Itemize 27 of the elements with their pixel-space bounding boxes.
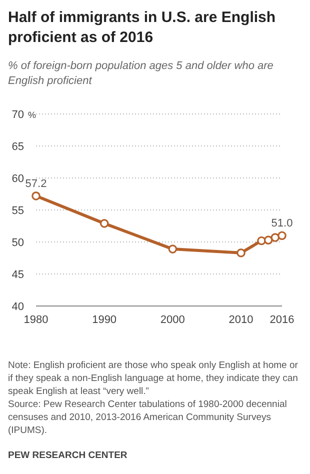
x-tick-label: 1990 [92, 314, 117, 326]
y-tick-label: 55 [12, 205, 24, 217]
point [236, 248, 246, 258]
point [270, 233, 280, 242]
point [168, 244, 178, 254]
data-label: 51.0 [271, 218, 293, 230]
chart-title: Half of immigrants in U.S. are English proficient as of 2016 [8, 9, 276, 46]
chart-subtitle: % of foreign-born population ages 5 and older who are English proficient [8, 60, 274, 87]
point [264, 236, 273, 244]
source-note: Source: Pew Research Center tabulations of 1980-2000 decennial censuses and 2010, 2013-2016 American Community Surveys (IPUMS). [8, 399, 287, 436]
y-tick-label: 45 [12, 269, 24, 281]
y-tick-label: 50 [12, 237, 24, 249]
x-tick-label: 2016 [270, 314, 294, 326]
x-tick-label: 2000 [160, 314, 185, 326]
point [278, 231, 286, 240]
text: Note: English proficient are those who speak only English at home or if they speak a non-English language at home, they indicate they can speak English at least “very well.” [8, 360, 298, 397]
point [32, 192, 40, 200]
data-label: 57.2 [25, 178, 47, 190]
y-tick-label: 60 [12, 173, 24, 185]
point [100, 219, 109, 228]
x-tick-label: 1980 [24, 314, 48, 326]
text: PEW RESEARCH CENTER [8, 450, 128, 461]
y-tick-label: 70 [12, 109, 24, 121]
y-axis-title: % [28, 110, 36, 120]
y-tick-label: 65 [12, 141, 24, 153]
x-tick-label: 2010 [228, 314, 254, 326]
y-tick-label: 40 [12, 301, 24, 313]
